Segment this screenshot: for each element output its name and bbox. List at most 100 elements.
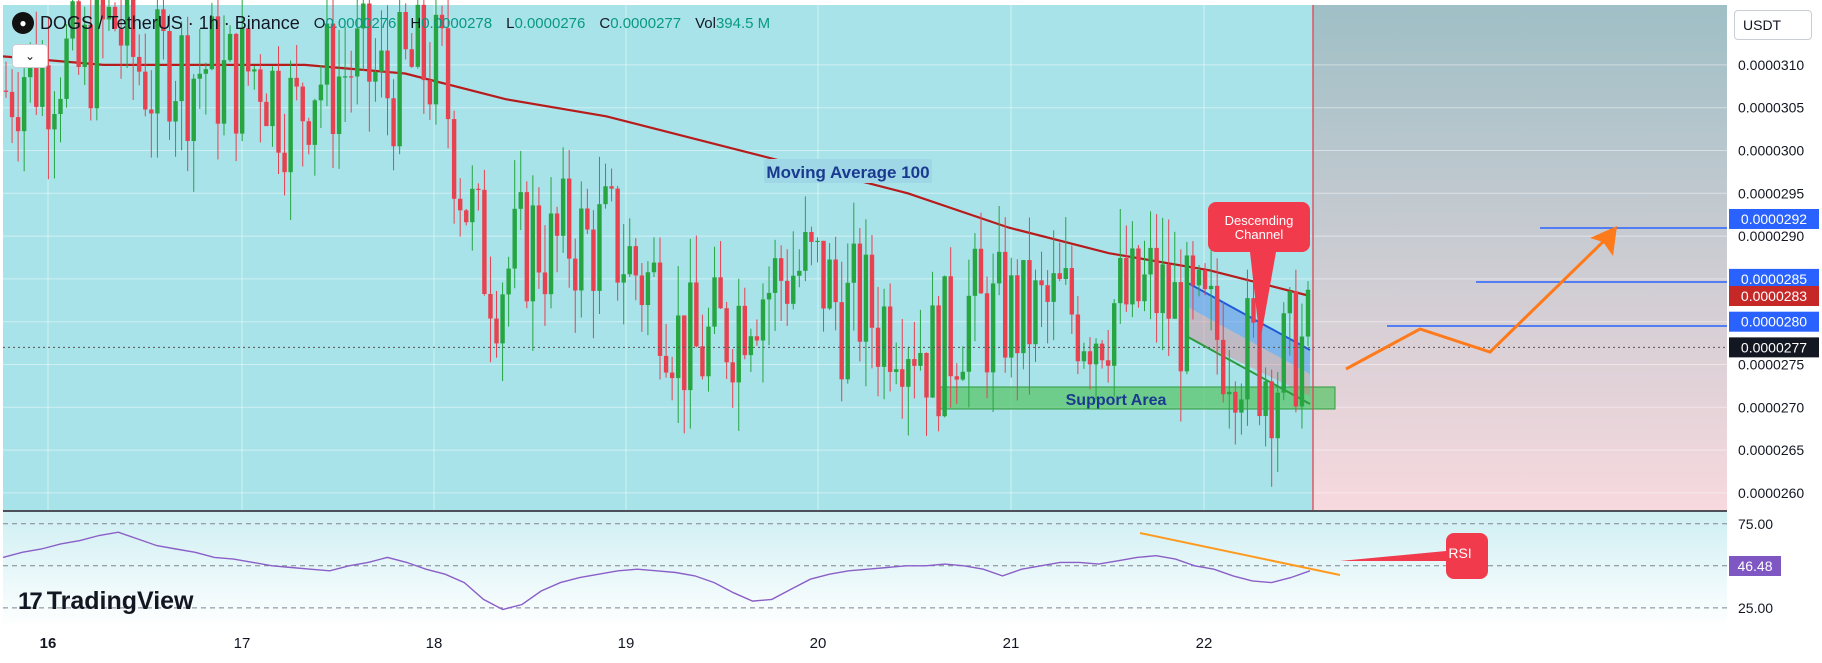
candle-body [197, 73, 202, 79]
candle-body [918, 353, 923, 366]
candle-body [785, 280, 790, 304]
candle-body [1202, 270, 1208, 290]
candle-body [82, 24, 87, 68]
legend-bar: ● DOGS / TetherUS · 1h · Binance O0.0000… [12, 12, 770, 34]
candle-body [1221, 339, 1226, 395]
candle-body [482, 189, 487, 294]
symbol-title[interactable]: DOGS / TetherUS · 1h · Binance [40, 12, 300, 33]
candle-body [1112, 303, 1117, 366]
candle-body [1172, 282, 1177, 319]
tradingview-logo: 17 TradingView [18, 587, 194, 616]
price-tick-label: 0.0000300 [1738, 143, 1804, 159]
candle-body [64, 38, 69, 99]
candle-body [566, 178, 572, 259]
candle-body [688, 282, 693, 391]
candle-body [863, 254, 869, 342]
candle-body [52, 113, 57, 130]
collapse-legend-button[interactable]: ⌄ [12, 44, 48, 68]
candle-body [657, 262, 663, 356]
candle-body [149, 109, 154, 114]
candle-body [1099, 343, 1105, 361]
ohlc-low: L0.0000276 [506, 14, 586, 32]
price-tick-label: 0.0000275 [1738, 356, 1804, 372]
candle-body [1093, 343, 1099, 365]
candle-body [118, 28, 124, 46]
candle-body [1003, 251, 1008, 358]
descending-channel-callout[interactable] [1208, 202, 1310, 342]
candle-body [1257, 322, 1262, 417]
candle-body [488, 293, 493, 319]
candle-body [936, 305, 941, 417]
price-tick-label: 0.0000295 [1738, 185, 1804, 201]
candle-body [270, 70, 275, 127]
candle-body [1081, 351, 1087, 362]
candle-body [94, 0, 100, 109]
candle-body [1184, 255, 1190, 372]
candle-body [1124, 257, 1129, 305]
candle-body [645, 272, 651, 306]
candle-body [1214, 285, 1220, 340]
candle-body [1069, 268, 1075, 315]
candle-body [1118, 257, 1123, 304]
candle-body [730, 362, 735, 383]
candle-body [1063, 268, 1068, 280]
time-tick-label: 22 [1196, 635, 1213, 652]
candle-body [457, 198, 463, 211]
time-axis[interactable]: 16 17 18 19 20 21 22 [40, 635, 1213, 652]
rsi-value-tag-text: 46.48 [1737, 558, 1772, 574]
candle-body [40, 65, 45, 107]
candle-body [167, 31, 172, 122]
candle-body [591, 229, 596, 291]
price-tag-text: 0.0000277 [1741, 339, 1807, 355]
candle-body [700, 346, 705, 377]
candle-body [421, 4, 427, 81]
candle-body [233, 33, 239, 134]
candle-body [1087, 351, 1093, 365]
price-tag-blue [1729, 208, 1819, 229]
candle-body [336, 76, 342, 135]
candle-body [1287, 291, 1293, 314]
candle-body [621, 274, 626, 283]
candle-body [161, 9, 166, 32]
candle-body [1263, 381, 1268, 417]
candle-body [288, 77, 293, 173]
candle-body [464, 210, 469, 223]
candle-body [300, 86, 305, 122]
candle-body [355, 28, 360, 77]
time-tick-label: 17 [234, 635, 251, 652]
price-tag-blue [1729, 268, 1819, 289]
candle-body [137, 56, 142, 72]
candle-body [1299, 336, 1305, 407]
candle-body [942, 276, 947, 417]
candle-body [542, 272, 548, 295]
candle-body [15, 117, 21, 132]
time-tick-label: 18 [426, 635, 443, 652]
price-tick-label: 0.0000310 [1738, 57, 1804, 73]
candle-body [585, 208, 590, 230]
candle-body [324, 23, 330, 85]
tradingview-logo-icon: 17 [18, 587, 43, 615]
candle-body [809, 231, 814, 242]
candle-body [754, 336, 760, 341]
candle-body [415, 4, 420, 67]
rsi-tick-label: 75.00 [1738, 516, 1773, 532]
candle-body [500, 294, 505, 344]
ohlc-open: O0.0000276 [313, 14, 397, 32]
candle-body [306, 121, 311, 145]
candle-body [1275, 392, 1280, 439]
candle-body [264, 101, 269, 127]
candle-body [603, 186, 608, 205]
candle-body [58, 98, 63, 114]
candle-body [972, 248, 978, 296]
rsi-callout[interactable] [1340, 533, 1488, 579]
candle-body [887, 306, 893, 372]
descending-label-line2: Channel [1235, 227, 1284, 242]
candle-body [451, 119, 457, 199]
candle-body [579, 208, 584, 291]
history-background [3, 5, 1313, 510]
candle-body [960, 371, 966, 380]
candle-body [857, 243, 863, 342]
currency-button[interactable]: USDT [1734, 10, 1812, 40]
moving-average-100-line [2, 55, 1311, 298]
